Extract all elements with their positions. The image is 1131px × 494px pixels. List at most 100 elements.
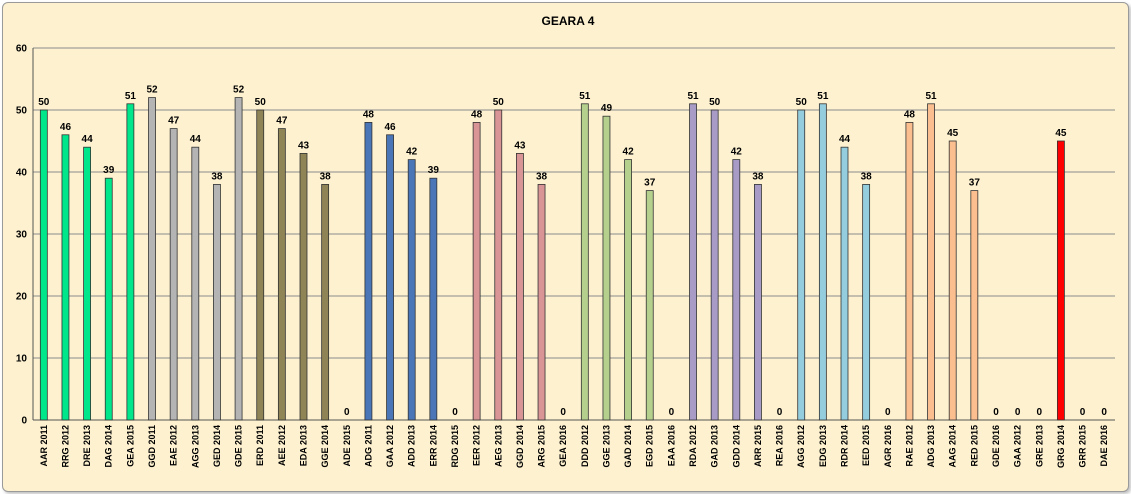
data-label: 38 — [536, 171, 548, 182]
x-tick-label: AAG 2014 — [948, 425, 958, 468]
bar — [234, 97, 243, 421]
bar — [494, 109, 503, 421]
data-label: 46 — [384, 122, 396, 133]
x-tick-label: RRG 2012 — [60, 425, 70, 468]
x-tick-label: ARR 2015 — [753, 425, 763, 467]
bar — [83, 146, 91, 421]
y-tick-label: 20 — [16, 292, 28, 303]
x-axis: AAR 2011 RRG 2012 DRE 2013 DAG 2014 GEA 2015… — [39, 425, 1109, 468]
x-tick-label: GDE 2016 — [991, 425, 1001, 467]
x-tick-label: EED 2015 — [861, 425, 871, 466]
bar — [797, 109, 806, 421]
data-label: 0 — [669, 407, 675, 418]
x-tick-label: GGD 2014 — [515, 425, 525, 468]
x-tick-label: EGD 2015 — [645, 425, 655, 467]
data-label: 0 — [1080, 407, 1086, 418]
data-label: 46 — [60, 122, 72, 133]
data-label: 51 — [579, 91, 591, 102]
data-label: 37 — [644, 178, 656, 189]
y-tick-label: 50 — [16, 106, 28, 117]
data-label: 43 — [514, 140, 526, 151]
x-tick-label: GEA 2015 — [125, 425, 135, 467]
data-label: 0 — [452, 407, 458, 418]
bar — [256, 109, 265, 421]
data-label: 49 — [601, 103, 613, 114]
x-tick-label: GED 2014 — [212, 425, 222, 467]
data-label: 0 — [1036, 407, 1042, 418]
bar — [732, 159, 741, 421]
x-tick-label: RED 2015 — [969, 425, 979, 467]
bar — [277, 128, 286, 421]
y-tick-label: 40 — [16, 168, 28, 179]
x-tick-label: GAA 2012 — [1013, 425, 1023, 467]
data-label: 42 — [406, 147, 418, 158]
data-label: 50 — [255, 97, 267, 108]
x-tick-label: GRE 2013 — [1034, 425, 1044, 467]
data-label: 51 — [125, 91, 137, 102]
bar — [386, 134, 394, 421]
x-tick-label: RDG 2015 — [450, 425, 460, 468]
data-label: 45 — [947, 128, 959, 139]
data-label: 42 — [623, 147, 635, 158]
x-tick-label: ERD 2011 — [255, 425, 265, 466]
data-label: 45 — [1055, 128, 1067, 139]
x-tick-label: DRE 2013 — [82, 425, 92, 467]
bar — [689, 103, 697, 421]
x-tick-label: DAE 2016 — [1099, 425, 1109, 467]
y-tick-label: 30 — [16, 230, 28, 241]
bar — [580, 103, 589, 421]
bar — [624, 159, 632, 421]
data-label: 44 — [82, 134, 94, 145]
data-label: 47 — [276, 116, 288, 127]
data-label: 38 — [320, 171, 332, 182]
x-tick-label: EAE 2012 — [169, 425, 179, 466]
bar — [213, 183, 221, 421]
x-tick-label: GRR 2015 — [1078, 425, 1088, 468]
y-axis: 0 10 20 30 40 50 60 — [16, 44, 28, 427]
data-labels: 50 46 44 39 51 52 47 44 38 52 50 47 43 38 0 48 46 42 39 0 48… — [38, 85, 1107, 418]
bar — [321, 183, 330, 421]
bar — [1057, 140, 1065, 421]
x-tick-label: AAR 2011 — [39, 425, 49, 467]
data-label: 51 — [925, 91, 937, 102]
bar — [191, 146, 200, 421]
x-tick-label: AGG 2013 — [190, 425, 200, 468]
data-label: 51 — [817, 91, 829, 102]
data-label: 0 — [1101, 407, 1107, 418]
x-tick-label: GGE 2013 — [601, 425, 611, 468]
data-label: 0 — [777, 407, 783, 418]
bar — [970, 190, 979, 421]
data-label: 0 — [993, 407, 999, 418]
x-tick-label: GDE 2015 — [234, 425, 244, 467]
x-tick-label: GAD 2014 — [623, 425, 633, 468]
data-label: 50 — [709, 97, 721, 108]
y-tick-label: 0 — [21, 416, 27, 427]
bar — [299, 152, 308, 421]
x-tick-label: EAA 2016 — [666, 425, 676, 466]
x-tick-label: DDD 2012 — [580, 425, 590, 467]
x-tick-label: EDA 2013 — [299, 425, 309, 466]
x-tick-label: GGE 2014 — [320, 425, 330, 468]
x-tick-label: GDD 2014 — [731, 425, 741, 468]
bar — [104, 177, 113, 421]
chart-title: GEARA 4 — [542, 14, 595, 28]
bar — [927, 103, 935, 421]
x-tick-label: GAD 2013 — [710, 425, 720, 468]
x-tick-label: AEG 2013 — [493, 425, 503, 467]
x-tick-label: ARG 2015 — [537, 425, 547, 468]
x-tick-label: DAG 2014 — [104, 425, 114, 468]
data-label: 37 — [969, 178, 981, 189]
data-label: 42 — [731, 147, 743, 158]
data-label: 50 — [493, 97, 505, 108]
data-label: 48 — [471, 109, 483, 120]
bar — [61, 134, 70, 421]
x-tick-label: REA 2016 — [775, 425, 785, 466]
x-tick-label: ADD 2013 — [407, 425, 417, 467]
y-tick-label: 60 — [16, 44, 28, 55]
data-label: 48 — [904, 109, 916, 120]
bar — [39, 109, 48, 421]
x-tick-label: GRG 2014 — [1056, 425, 1066, 468]
data-label: 48 — [363, 109, 375, 120]
bar — [148, 97, 156, 421]
